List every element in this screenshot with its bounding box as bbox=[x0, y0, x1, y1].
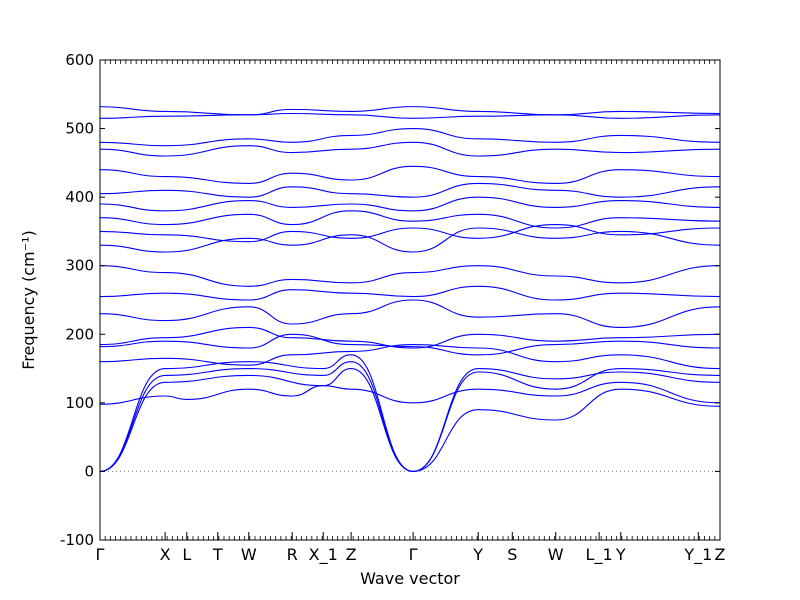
x-tick-label: L_1 bbox=[586, 545, 613, 565]
phonon-band-11 bbox=[100, 227, 720, 253]
x-tick-label: Y_1 bbox=[683, 545, 712, 565]
x-tick-label: R bbox=[287, 545, 298, 564]
x-tick-label: S bbox=[507, 545, 517, 564]
x-tick-label: Z bbox=[346, 545, 357, 564]
phonon-band-20 bbox=[100, 106, 720, 116]
phonon-band-10 bbox=[100, 265, 720, 287]
phonon-band-18 bbox=[100, 128, 720, 147]
x-axis: Γ X L T W R X_1 Z Γ Y S W L_1 Y Y_1 Z bbox=[96, 532, 726, 565]
x-tick-label: X_1 bbox=[309, 545, 338, 565]
y-tick-label: 100 bbox=[65, 394, 94, 412]
phonon-band-9 bbox=[100, 285, 720, 301]
phonon-band-4 bbox=[100, 381, 720, 405]
phonon-band-14 bbox=[100, 196, 720, 212]
x-tick-label: Y bbox=[615, 545, 626, 564]
phonon-band-8 bbox=[100, 299, 720, 328]
minor-ticks bbox=[99, 60, 721, 540]
bands-layer bbox=[100, 106, 720, 472]
plot-frame bbox=[99, 59, 721, 541]
y-tick-label: 200 bbox=[65, 325, 94, 343]
y-axis-label: Frequency (cm⁻¹) bbox=[19, 230, 38, 369]
phonon-band-1 bbox=[100, 368, 720, 472]
x-tick-label: Γ bbox=[96, 545, 105, 564]
phonon-band-3 bbox=[100, 354, 720, 472]
y-tick-label: 400 bbox=[65, 188, 94, 206]
phonon-band-12 bbox=[100, 224, 720, 243]
phonon-band-16 bbox=[100, 165, 720, 184]
x-axis-label: Wave vector bbox=[360, 569, 460, 588]
x-tick-label: X bbox=[160, 545, 171, 564]
y-tick-label: 600 bbox=[65, 51, 94, 69]
y-axis: -100 0 100 200 300 400 500 600 bbox=[60, 51, 720, 549]
x-tick-label: Γ bbox=[409, 545, 418, 564]
x-tick-label: W bbox=[548, 545, 564, 564]
x-tick-label: Y bbox=[472, 545, 483, 564]
y-tick-label: 0 bbox=[84, 462, 94, 480]
phonon-band-13 bbox=[100, 210, 720, 229]
y-tick-label: 300 bbox=[65, 257, 94, 275]
phonon-band-19 bbox=[100, 112, 720, 119]
x-tick-label: L bbox=[182, 545, 191, 564]
x-tick-label: W bbox=[241, 545, 257, 564]
phonon-band-2 bbox=[100, 361, 720, 472]
y-tick-label: -100 bbox=[60, 531, 94, 549]
phonon-band-15 bbox=[100, 182, 720, 198]
phonon-band-17 bbox=[100, 141, 720, 157]
phonon-band-7 bbox=[100, 326, 720, 349]
x-tick-label: T bbox=[212, 545, 223, 564]
y-tick-label: 500 bbox=[65, 120, 94, 138]
x-tick-label: Z bbox=[715, 545, 726, 564]
